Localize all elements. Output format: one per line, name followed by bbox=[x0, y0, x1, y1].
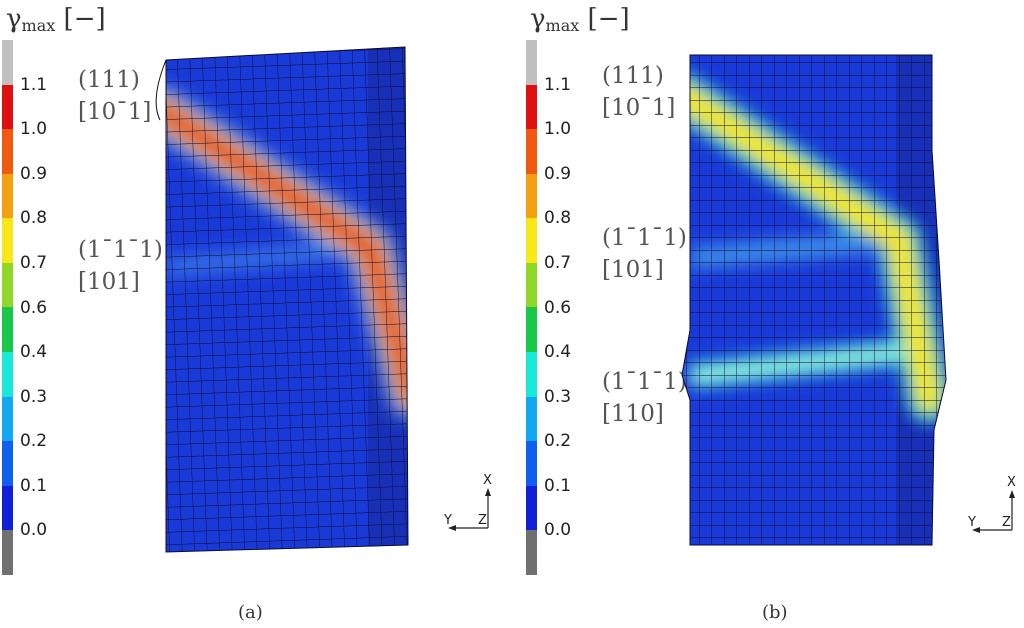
colorbar-segment bbox=[2, 441, 13, 486]
slip-system-label: (111) [10¯1] bbox=[602, 63, 676, 121]
colorbar-segment bbox=[526, 396, 537, 442]
colorbar bbox=[526, 40, 537, 575]
colorbar-tick-label: 0.8 bbox=[544, 208, 572, 229]
colorbar-title: γmax [−] bbox=[6, 4, 106, 35]
colorbar-segment bbox=[526, 262, 537, 308]
slip-system-label: (1¯1¯1) [101] bbox=[78, 237, 163, 295]
colorbar-segment bbox=[2, 218, 13, 263]
svg-text:Y: Y bbox=[443, 513, 452, 528]
colorbar-tick-label: 1.0 bbox=[20, 119, 48, 140]
svg-text:X: X bbox=[1007, 475, 1016, 490]
slip-system-label: (1¯1¯1) [101] bbox=[602, 225, 687, 283]
panel-label: (b) bbox=[762, 602, 788, 623]
colorbar-segment bbox=[2, 84, 13, 130]
colorbar-segment bbox=[2, 262, 13, 308]
colorbar-tick-label: 0.9 bbox=[20, 163, 48, 184]
colorbar-segment bbox=[2, 485, 13, 531]
colorbar-segment bbox=[2, 40, 13, 85]
colorbar-tick-label: 0.4 bbox=[20, 342, 48, 363]
panel-label: (a) bbox=[238, 602, 263, 623]
colorbar-tick-label: 0.9 bbox=[544, 163, 572, 184]
colorbar-segment bbox=[526, 84, 537, 130]
axis-triad: X Y Z bbox=[443, 473, 492, 531]
colorbar-tick-label: 0.3 bbox=[20, 386, 48, 407]
colorbar-tick-label: 0.3 bbox=[544, 386, 572, 407]
svg-text:X: X bbox=[483, 473, 492, 488]
deformed-mesh: X Y Z bbox=[681, 54, 1016, 546]
panel-b: γmax [−] 1.1 1.0 0.9 0.8 0.7 0.6 0.4 0.3 0.2 0.1 0… bbox=[524, 0, 1024, 628]
colorbar bbox=[2, 40, 13, 575]
colorbar-segment bbox=[526, 129, 537, 174]
colorbar-tick-label: 1.1 bbox=[544, 74, 572, 95]
colorbar-tick-label: 0.1 bbox=[20, 475, 48, 496]
colorbar-segment bbox=[526, 441, 537, 486]
slip-system-label: (111) [10¯1] bbox=[78, 67, 152, 125]
colorbar-tick-label: 0.4 bbox=[544, 342, 572, 363]
axis-triad: X Y Z bbox=[967, 475, 1016, 533]
colorbar-tick-label: 1.0 bbox=[544, 119, 572, 140]
colorbar-tick-label: 0.0 bbox=[20, 520, 48, 541]
colorbar-segment bbox=[526, 218, 537, 263]
colorbar-tick-label: 0.6 bbox=[20, 297, 48, 318]
svg-text:Z: Z bbox=[1002, 515, 1011, 530]
colorbar-segment bbox=[526, 173, 537, 219]
colorbar-segment bbox=[526, 40, 537, 85]
colorbar-segment bbox=[2, 307, 13, 353]
colorbar-tick-label: 0.7 bbox=[544, 252, 572, 273]
colorbar-tick-label: 0.2 bbox=[544, 431, 572, 452]
colorbar-title: γmax [−] bbox=[530, 4, 630, 35]
colorbar-tick-label: 0.0 bbox=[544, 520, 572, 541]
colorbar-tick-label: 0.2 bbox=[20, 431, 48, 452]
colorbar-tick-label: 1.1 bbox=[20, 74, 48, 95]
colorbar-segment bbox=[2, 129, 13, 174]
deformed-mesh: X Y Z bbox=[155, 46, 492, 553]
colorbar-segment bbox=[526, 485, 537, 531]
colorbar-tick-label: 0.7 bbox=[20, 252, 48, 273]
slip-system-label: (1¯1¯1) [110] bbox=[602, 369, 687, 427]
colorbar-tick-label: 0.1 bbox=[544, 475, 572, 496]
panel-a: γmax [−] 1.1 1.0 0.9 0.8 0.7 0.6 0.4 0.3 0.2 0.1 0… bbox=[2, 4, 492, 623]
colorbar-segment bbox=[526, 307, 537, 353]
colorbar-segment bbox=[2, 396, 13, 442]
colorbar-segment bbox=[2, 530, 13, 575]
svg-text:Z: Z bbox=[478, 513, 487, 528]
colorbar-segment bbox=[526, 530, 537, 575]
colorbar-tick-label: 0.6 bbox=[544, 297, 572, 318]
colorbar-segment bbox=[2, 352, 13, 397]
colorbar-segment bbox=[2, 173, 13, 219]
colorbar-tick-label: 0.8 bbox=[20, 208, 48, 229]
colorbar-segment bbox=[526, 352, 537, 397]
svg-text:Y: Y bbox=[967, 515, 976, 530]
